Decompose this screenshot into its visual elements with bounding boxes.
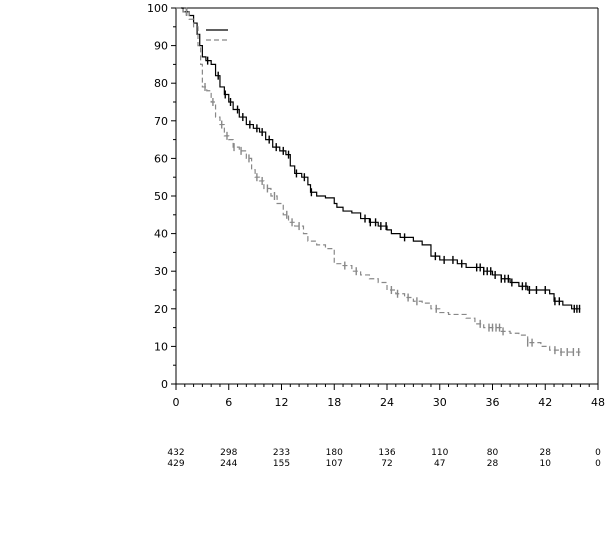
risk-table-cell: 28 [540,448,552,458]
risk-table-cell: 10 [540,459,552,469]
y-tick-label: 0 [161,378,168,391]
series-2-line [176,7,581,353]
risk-table-cell: 155 [273,459,290,469]
risk-table-cell: 244 [220,459,237,469]
risk-table-cell: 80 [487,448,499,458]
axes: 0 10 20 30 40 50 60 70 80 90 100 0 6 12 18 24 30 36 42 48 [147,2,605,409]
x-tick-label: 24 [380,396,394,409]
risk-table-cell: 72 [381,459,392,469]
y-tick-label: 10 [154,340,168,353]
risk-table-cell: 47 [434,459,445,469]
risk-table-cell: 432 [167,448,184,458]
risk-table-cell: 110 [431,448,448,458]
y-tick-label: 100 [147,2,168,15]
x-tick-label: 6 [225,396,232,409]
risk-table-cell: 136 [378,448,395,458]
x-tick-label: 30 [433,396,447,409]
x-tick-label: 42 [538,396,552,409]
y-tick-label: 20 [154,303,168,316]
risk-table-cell: 298 [220,448,237,458]
series-layer [176,7,581,357]
risk-table-cell: 429 [167,459,184,469]
risk-table-cell: 28 [487,459,499,469]
risk-table-cell: 233 [273,448,290,458]
y-tick-label: 30 [154,265,168,278]
y-tick-label: 50 [154,190,168,203]
x-tick-label: 36 [486,396,500,409]
y-tick-label: 60 [154,152,168,165]
series-1-line [176,7,581,310]
risk-table-cell: 0 [595,448,601,458]
legend [206,29,228,41]
x-tick-label: 48 [591,396,605,409]
risk-table-cell: 180 [326,448,343,458]
x-tick-label: 0 [173,396,180,409]
y-tick-label: 90 [154,40,168,53]
y-tick-label: 70 [154,115,168,128]
y-tick-label: 40 [154,228,168,241]
x-tick-label: 12 [275,396,289,409]
y-tick-label: 80 [154,77,168,90]
risk-table-cell: 107 [326,459,343,469]
x-tick-label: 18 [327,396,341,409]
risk-table-cell: 0 [595,459,601,469]
